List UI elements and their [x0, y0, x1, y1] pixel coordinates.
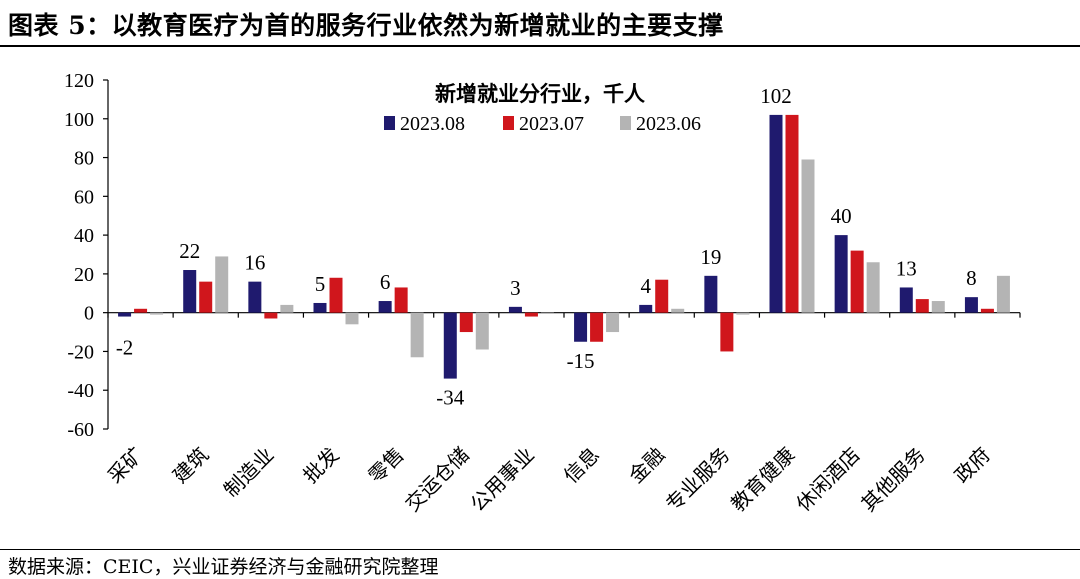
bar-2023.08: [508, 306, 522, 313]
category-label: 其他服务: [856, 443, 930, 517]
y-tick-label: -20: [67, 341, 94, 363]
bar-2023.08: [443, 312, 457, 379]
y-tick-label: 40: [74, 225, 94, 247]
bar-2023.06: [801, 159, 815, 313]
bar-2023.07: [264, 312, 278, 319]
chart-title: 新增就业分行业，千人: [435, 82, 645, 106]
data-label: -34: [436, 386, 464, 410]
category-label: 政府: [950, 443, 995, 488]
bar-2023.08: [899, 287, 913, 313]
legend: 2023.08 2023.07 2023.06: [384, 113, 701, 135]
y-tick-label: 120: [64, 70, 94, 92]
bar-2023.08: [704, 275, 718, 313]
bar-2023.07: [524, 312, 538, 317]
bar-2023.07: [785, 114, 799, 313]
source-note: 数据来源：CEIC，兴业证券经济与金融研究院整理: [8, 556, 439, 578]
data-label: 19: [700, 245, 721, 269]
data-label: 6: [380, 270, 391, 294]
bar-2023.06: [866, 262, 880, 313]
category-label: 公用事业: [465, 443, 539, 517]
bar-2023.08: [834, 235, 848, 313]
bar-chart: -60 -40 -20 0 20 40 60 80 100 120 采矿 建筑 制造业 批发 零售交运仓储公…: [64, 70, 1021, 517]
data-label: 8: [966, 266, 977, 290]
data-label: 3: [510, 276, 521, 300]
category-label: 金融: [624, 443, 669, 488]
bar-2023.06: [345, 312, 359, 325]
bar-2023.06: [996, 275, 1010, 313]
bar-2023.08: [313, 302, 327, 313]
bar-2023.06: [215, 256, 229, 313]
data-label: 102: [760, 84, 792, 108]
bar-2023.08: [378, 301, 392, 313]
bar-2023.07: [915, 299, 929, 313]
bar-2023.07: [720, 312, 734, 352]
legend-swatch: [503, 116, 514, 130]
legend-label: 2023.08: [400, 113, 465, 135]
bar-2023.07: [590, 312, 604, 342]
legend-swatch: [620, 116, 631, 130]
legend-label: 2023.06: [636, 113, 701, 135]
bar-2023.07: [134, 308, 148, 313]
category-label: 制造业: [219, 443, 278, 502]
legend-swatch: [384, 116, 395, 130]
bar-2023.06: [150, 312, 164, 315]
y-tick-label: 60: [74, 186, 94, 208]
data-label: 5: [315, 272, 326, 296]
data-label: 22: [179, 239, 200, 263]
y-tick-label: 0: [84, 303, 94, 325]
bar-2023.07: [850, 250, 864, 313]
bar-2023.06: [736, 312, 750, 315]
bar-2023.06: [475, 312, 489, 350]
bar-2023.08: [248, 281, 262, 313]
legend-label: 2023.07: [519, 113, 584, 135]
data-label: 40: [831, 204, 852, 228]
category-label: 教育健康: [726, 443, 800, 517]
data-label: -2: [116, 336, 134, 360]
figure-title: 图表 5：以教育医疗为首的服务行业依然为新增就业的主要支撑: [8, 11, 724, 40]
bar-2023.07: [655, 279, 669, 313]
bar-2023.08: [769, 114, 783, 313]
bar-2023.06: [671, 308, 685, 313]
bar-2023.06: [931, 301, 945, 313]
bar-2023.07: [459, 312, 473, 333]
bar-2023.07: [329, 277, 343, 313]
bar-2023.06: [540, 312, 554, 314]
y-tick-label: -40: [67, 380, 94, 402]
bar-2023.06: [280, 304, 294, 313]
category-label: 零售: [363, 443, 408, 488]
category-label: 建筑: [168, 443, 213, 488]
y-tick-label: 20: [74, 264, 94, 286]
bar-2023.08: [118, 312, 132, 317]
y-tick-label: 80: [74, 148, 94, 170]
data-label: 4: [640, 274, 651, 298]
bar-2023.08: [639, 304, 653, 313]
bar-2023.07: [394, 287, 408, 313]
bar-2023.06: [410, 312, 424, 358]
y-tick-label: 100: [64, 109, 94, 131]
data-label: 13: [896, 256, 917, 280]
bar-2023.08: [183, 270, 197, 313]
data-label: 16: [244, 251, 265, 275]
data-label: -15: [567, 349, 595, 373]
bar-2023.08: [964, 297, 978, 313]
title-rule: [0, 45, 1080, 47]
source-rule: [0, 549, 1080, 550]
bar-2023.08: [574, 312, 588, 342]
bar-2023.07: [980, 308, 994, 313]
category-label: 专业服务: [661, 443, 735, 517]
category-label: 批发: [298, 443, 343, 488]
bar-2023.07: [199, 281, 213, 313]
category-label: 交运仓储: [400, 443, 474, 517]
bar-2023.06: [606, 312, 620, 333]
category-label: 信息: [559, 443, 604, 488]
category-label: 休闲酒店: [791, 443, 865, 517]
category-label: 采矿: [103, 443, 148, 488]
y-tick-label: -60: [67, 419, 94, 441]
